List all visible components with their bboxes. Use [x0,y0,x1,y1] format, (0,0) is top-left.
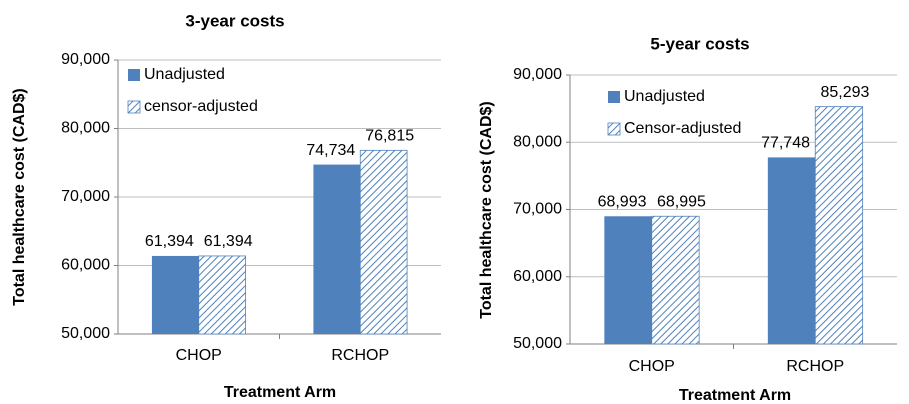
legend-label: Censor-adjusted [624,120,741,137]
bar [604,216,652,344]
value-label: 76,815 [365,128,414,145]
bar [814,106,864,345]
legend-swatch [127,100,141,114]
legend-label: Unadjusted [144,66,225,83]
value-label: 68,995 [657,193,706,210]
chart-title: 5-year costs [650,34,749,53]
value-label: 85,293 [820,84,869,101]
legend-label: Unadjusted [624,88,705,105]
legend-label: censor-adjusted [144,98,258,115]
y-tick-label: 70,000 [61,188,110,205]
legend-swatch [607,122,621,136]
value-label: 77,748 [761,135,810,152]
legend-swatch [608,91,620,103]
y-tick-label: 60,000 [513,268,562,285]
bar [359,149,408,335]
x-tick-label: RCHOP [331,347,389,364]
y-axis-label: Total healthcare cost (CAD$) [11,88,28,306]
y-axis-label: Total healthcare cost (CAD$) [478,101,495,319]
value-label: 61,394 [145,233,194,250]
bar [313,164,361,334]
x-tick-label: RCHOP [786,358,844,375]
y-tick-label: 60,000 [61,257,110,274]
legend-swatch [128,69,140,81]
value-label: 68,993 [598,193,647,210]
bar [651,215,700,345]
bar [767,157,816,344]
y-tick-label: 90,000 [513,66,562,83]
bar [151,255,199,334]
y-tick-label: 50,000 [61,325,110,342]
x-tick-label: CHOP [176,347,222,364]
y-tick-label: 70,000 [513,201,562,218]
x-axis-label: Treatment Arm [224,384,336,401]
bar [198,255,246,335]
y-tick-label: 50,000 [513,335,562,352]
y-tick-label: 80,000 [513,133,562,150]
y-tick-label: 80,000 [61,120,110,137]
y-tick-label: 90,000 [61,51,110,68]
x-axis-label: Treatment Arm [679,387,791,404]
chart-title: 3-year costs [185,11,284,30]
x-tick-label: CHOP [629,358,675,375]
value-label: 74,734 [306,142,355,159]
value-label: 61,394 [204,233,253,250]
